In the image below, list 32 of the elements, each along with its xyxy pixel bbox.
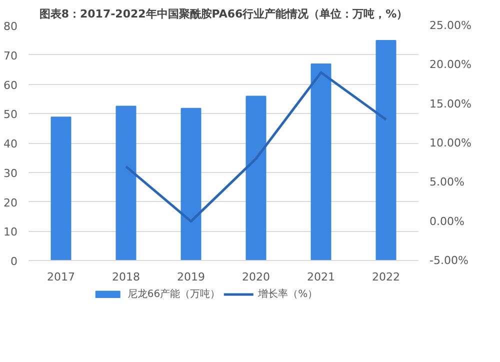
- y-tick-label: 50: [4, 108, 18, 122]
- line-series: [124, 71, 388, 223]
- y-tick-label: 70: [4, 49, 18, 62]
- y2-tick-label: 0.00%: [430, 214, 464, 228]
- y-tick-label: 80: [4, 20, 18, 33]
- y-tick-label: 60: [4, 78, 18, 92]
- chart-title: 图表8：2017-2022年中国聚酰胺PA66行业产能情况（单位：万吨，%）: [39, 8, 408, 20]
- x-tick-label: 2020: [242, 270, 270, 284]
- y-tick-label: 10: [4, 226, 18, 239]
- y2-tick-label: 5.00%: [430, 176, 464, 189]
- y2-tick-label: 20.00%: [430, 58, 472, 72]
- y2-tick-label: 15.00%: [430, 97, 472, 110]
- x-tick-label: 2022: [372, 270, 400, 284]
- bar: [246, 96, 266, 260]
- legend-label: 尼龙66产能（万吨）: [127, 288, 220, 301]
- bar: [50, 116, 72, 260]
- bar: [376, 40, 396, 260]
- legend-label: 增长率（%）: [258, 288, 318, 301]
- y-tick-label: 20: [4, 196, 18, 210]
- bar: [310, 63, 332, 260]
- x-tick-label: 2021: [307, 270, 336, 284]
- y-tick-label: 30: [4, 166, 18, 180]
- y2-tick-label: -5.00%: [430, 254, 468, 267]
- x-tick-label: 2017: [47, 270, 76, 284]
- bar: [116, 106, 136, 260]
- y2-tick-label: 25.00%: [430, 19, 472, 32]
- bar: [180, 108, 202, 260]
- y-tick-label: 0: [10, 255, 18, 268]
- y-tick-label: 40: [4, 138, 18, 150]
- x-tick-label: 2018: [112, 270, 140, 284]
- y2-tick-label: 10.00%: [430, 136, 472, 150]
- x-tick-label: 2019: [177, 270, 206, 284]
